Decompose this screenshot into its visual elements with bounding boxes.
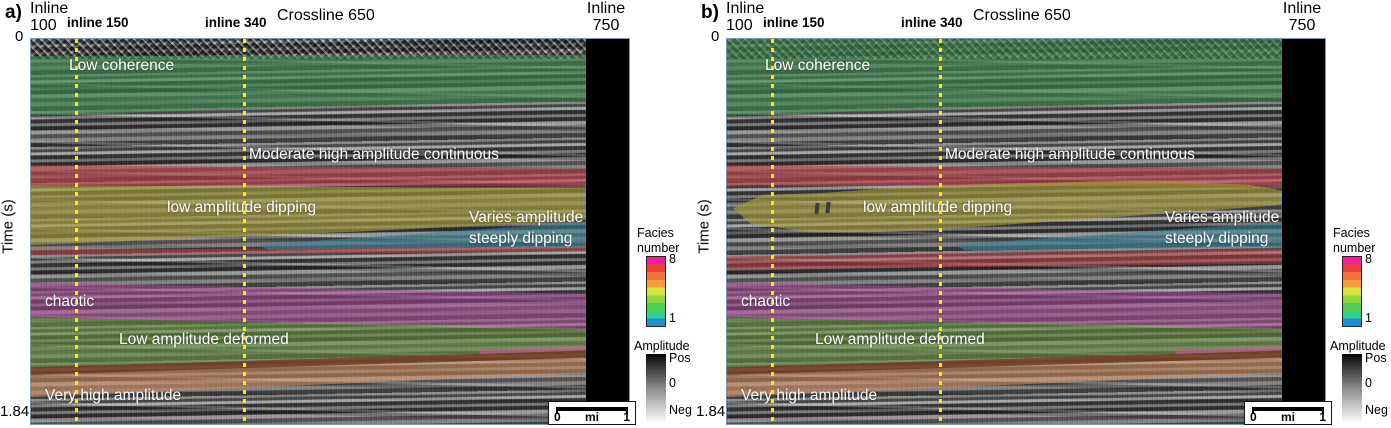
scale-bar-line — [1252, 407, 1324, 414]
annotation-chaotic: chaotic — [45, 293, 95, 310]
annotation-steeply-dipping: steeply dipping — [1165, 230, 1269, 247]
data-gap-strip — [586, 39, 629, 424]
amplitude-zero-label: 0 — [1365, 376, 1372, 390]
annotation-low-coherence: Low coherence — [69, 57, 175, 74]
scale-bar-unit: mi — [1280, 410, 1296, 424]
annotation-low-amp-dipping: low amplitude dipping — [863, 199, 1013, 216]
annotation-very-high-amp: Very high amplitude — [741, 387, 878, 404]
facies-min-label: 1 — [1365, 311, 1372, 325]
inline-word: Inline — [1282, 0, 1322, 17]
facies-legend-title-line2: number — [1333, 241, 1376, 255]
inline-word: Inline — [726, 0, 765, 17]
inline-start-value: 100 — [30, 17, 57, 34]
inline-start-label: Inline 100 — [30, 0, 68, 34]
panel-a: a) Inline 100 inline 150 inline 340 Cros… — [0, 0, 692, 425]
scale-bar: 0 mi 1 — [1244, 401, 1332, 425]
inline-end-label: Inline 750 — [575, 0, 637, 34]
annotation-steeply-dipping: steeply dipping — [469, 230, 573, 247]
crossline-label: Crossline 650 — [277, 7, 375, 24]
facies-legend-title-line1: Facies — [637, 226, 674, 240]
facies-max-label: 8 — [1365, 252, 1372, 266]
time-axis-end: 1.84 — [0, 403, 30, 420]
facies-overlay-thin-red — [31, 246, 629, 256]
facies-colorbar — [646, 256, 666, 327]
inline-340-marker-line — [243, 39, 246, 424]
inline-340-label: inline 340 — [901, 15, 963, 30]
scale-bar: 0 mi 1 — [548, 401, 636, 425]
annotation-low-amp-dipping: low amplitude dipping — [167, 199, 317, 216]
inline-word: Inline — [30, 0, 69, 17]
amplitude-pos-label: Pos — [669, 351, 691, 365]
amplitude-colorbar — [646, 354, 666, 422]
annotation-moderate-high: Moderate high amplitude continuous — [249, 146, 499, 163]
annotation-low-amp-deformed: Low amplitude deformed — [815, 331, 985, 348]
annotation-varies-amplitude: Varies amplitude — [1165, 209, 1280, 226]
inline-150-marker-line — [771, 39, 774, 424]
seismic-section: Low coherence Moderate high amplitude co… — [726, 38, 1326, 425]
inline-end-value: 750 — [1288, 17, 1316, 34]
annotation-chaotic: chaotic — [741, 293, 791, 310]
facies-overlay-pink-sliver — [1175, 344, 1325, 355]
facies-legend-title: Facies number — [1333, 226, 1375, 256]
facies-legend-title-line1: Facies — [1333, 226, 1370, 240]
panel-b: b) Inline 100 inline 150 inline 340 Cros… — [696, 0, 1391, 428]
facies-max-label: 8 — [669, 252, 676, 266]
inline-start-value: 100 — [726, 17, 753, 34]
annotation-low-amp-deformed: Low amplitude deformed — [119, 331, 289, 348]
inline-340-label: inline 340 — [205, 15, 267, 30]
facies-overlay-moderate-high-amplitude — [31, 165, 629, 187]
inline-340-marker-line — [939, 39, 942, 424]
annotation-very-high-amp: Very high amplitude — [45, 387, 182, 404]
time-axis-start: 0 — [15, 28, 24, 45]
scale-bar-start: 0 — [554, 410, 561, 424]
data-gap-strip — [1282, 39, 1325, 424]
scale-bar-line — [556, 407, 628, 414]
seismic-section: Low coherence Moderate high amplitude co… — [30, 38, 630, 425]
inline-150-label: inline 150 — [67, 15, 129, 30]
scale-bar-unit: mi — [584, 410, 600, 424]
time-axis-title: Time (s) — [695, 199, 713, 254]
time-axis-start: 0 — [711, 28, 720, 45]
scale-bar-end: 1 — [623, 410, 630, 424]
inline-end-value: 750 — [592, 17, 620, 34]
facies-overlay-pink-sliver — [479, 344, 629, 355]
panel-a-tag: a) — [5, 2, 22, 23]
amplitude-pos-label: Pos — [1365, 351, 1387, 365]
facies-legend-title: Facies number — [637, 226, 679, 256]
amplitude-neg-label: Neg — [1365, 403, 1388, 417]
amplitude-colorbar — [1342, 354, 1362, 422]
amplitude-zero-label: 0 — [669, 376, 676, 390]
inline-start-label: Inline 100 — [726, 0, 764, 34]
crossline-label: Crossline 650 — [973, 7, 1071, 24]
amplitude-legend-title: Amplitude — [1330, 339, 1386, 353]
inline-150-marker-line — [75, 39, 78, 424]
facies-min-label: 1 — [669, 311, 676, 325]
scale-bar-start: 0 — [1250, 410, 1257, 424]
facies-colorbar — [1342, 256, 1362, 327]
annotation-low-coherence: Low coherence — [765, 57, 871, 74]
amplitude-neg-label: Neg — [669, 403, 692, 417]
time-axis-title: Time (s) — [0, 199, 17, 254]
inline-150-label: inline 150 — [763, 15, 825, 30]
scale-bar-end: 1 — [1319, 410, 1326, 424]
panel-b-tag: b) — [701, 2, 719, 23]
annotation-moderate-high: Moderate high amplitude continuous — [945, 146, 1195, 163]
amplitude-legend-title: Amplitude — [634, 339, 690, 353]
facies-overlay-moderate-high-amplitude — [727, 165, 1325, 187]
inline-word: Inline — [586, 0, 626, 17]
inline-end-label: Inline 750 — [1271, 0, 1333, 34]
facies-legend-title-line2: number — [637, 241, 680, 255]
annotation-varies-amplitude: Varies amplitude — [469, 209, 584, 226]
time-axis-end: 1.84 — [696, 403, 726, 420]
